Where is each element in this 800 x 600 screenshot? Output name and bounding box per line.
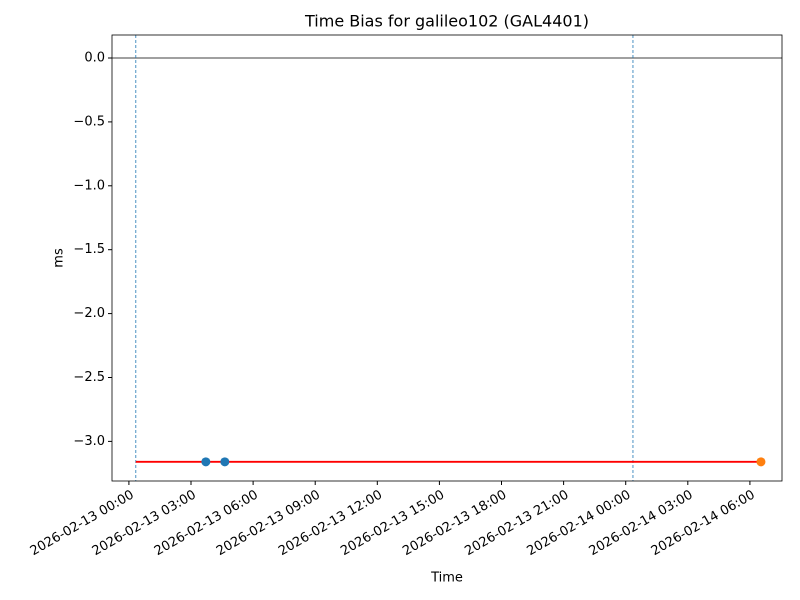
y-tick-label: −2.0: [73, 306, 105, 321]
y-tick-label: 0.0: [84, 51, 105, 66]
chart-title: Time Bias for galileo102 (GAL4401): [304, 12, 589, 31]
y-axis-label: ms: [52, 248, 67, 268]
y-tick-label: −3.0: [73, 434, 105, 449]
data-point: [756, 457, 766, 467]
data-point: [201, 457, 211, 467]
y-tick-label: −2.5: [73, 370, 105, 385]
y-tick-label: −1.0: [73, 178, 105, 193]
data-point: [220, 457, 230, 467]
y-tick-label: −0.5: [73, 114, 105, 129]
x-axis-label: Time: [430, 571, 463, 586]
plot-frame: [111, 34, 783, 482]
y-tick-label: −1.5: [73, 242, 105, 257]
